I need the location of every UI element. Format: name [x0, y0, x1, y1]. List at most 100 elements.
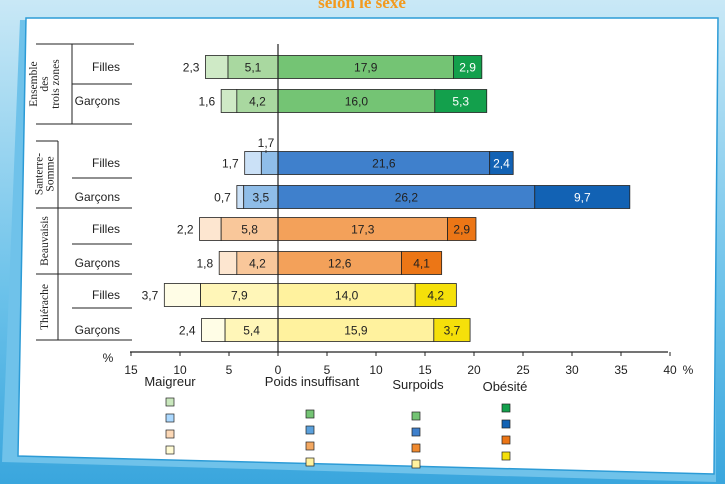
- g2-r1-bar-obesite: [401, 251, 443, 275]
- x-tick-label-7: 20: [467, 363, 481, 377]
- g2-r1-row-label: Garçons: [75, 256, 120, 270]
- g3-r1-row-label: Garçons: [75, 323, 120, 337]
- x-tick-label-1: 10: [173, 363, 187, 377]
- g3-r0-label-obesite: 4,2: [427, 289, 444, 303]
- g2-r1-label-obesite: 4,1: [413, 257, 430, 271]
- legend-swatch-1-1: [305, 425, 315, 435]
- g3-r1-bar-obesite: [433, 318, 471, 342]
- g0-r0-label-obesite: 2,9: [459, 61, 476, 75]
- g1-r1-row-label: Garçons: [75, 190, 120, 204]
- x-tick-label-10: 35: [614, 363, 628, 377]
- g3-r0-label-maigreur: 3,7: [142, 289, 159, 303]
- bar-labels: 2,3 5,1 17,9 2,9 1,6 4,2 16,0 5,3 1,7 21,6 2,4 0,7 3…: [142, 61, 591, 338]
- x-tick-label-4: 5: [324, 363, 331, 377]
- g1-r1-bar-obesite: [534, 185, 631, 209]
- g3-r0-bar-obesite: [414, 283, 457, 307]
- row-labels: Filles Garçons Filles Garçons Filles Garçons F…: [75, 60, 120, 337]
- g1-r0-label-surpoids: 21,6: [372, 157, 396, 171]
- g2-r0-bar-obesite: [447, 217, 477, 241]
- g2-r0-bar-maigreur: [199, 217, 222, 241]
- g2-r0-label-maigreur: 2,2: [177, 223, 194, 237]
- g2-r1-bar-maigreur: [218, 251, 238, 275]
- g2-r0-row-label: Filles: [92, 222, 120, 236]
- chart-card: [2, 17, 719, 482]
- g1-r0-bar-obesite: [489, 151, 514, 175]
- g0-r1-label-obesite: 5,3: [452, 95, 469, 109]
- g1-r1-label-surpoids: 26,2: [395, 191, 419, 205]
- g0-r0-row-label: Filles: [92, 60, 120, 74]
- g3-r0-row-label: Filles: [92, 288, 120, 302]
- legend-swatch-2-1: [411, 427, 421, 437]
- g3-r1-label-surpoids: 15,9: [344, 324, 368, 338]
- g2-r1-label-maigreur: 1,8: [197, 257, 214, 271]
- g2-r0-label-surpoids: 17,3: [351, 223, 375, 237]
- legend-label-1: Poids insuffisant: [265, 374, 360, 389]
- x-tick-label-8: 25: [516, 363, 530, 377]
- g0-r1-label-poids-insuffisant: 4,2: [249, 95, 266, 109]
- g3-r1-bar-maigreur: [201, 318, 226, 342]
- g2-r1-label-poids-insuffisant: 4,2: [249, 257, 266, 271]
- g0-r1-label-maigreur: 1,6: [198, 95, 215, 109]
- g0-r0-label-maigreur: 2,3: [183, 61, 200, 75]
- g0-r0-bar-maigreur: [205, 55, 229, 79]
- legend-swatch-3-2: [501, 435, 511, 445]
- g1-r0-bar-poids-insuffisant: [260, 151, 279, 175]
- x-tick-label-2: 5: [226, 363, 233, 377]
- x-ticks: 15 10 5 0 5 10 15 20 25 30 35 40: [124, 352, 677, 377]
- x-tick-label-6: 15: [418, 363, 432, 377]
- legend-swatch-3-1: [501, 419, 511, 429]
- legend-swatch-0-1: [165, 413, 175, 423]
- g1-r0-bar-maigreur: [244, 151, 262, 175]
- x-unit-left: %: [103, 351, 114, 365]
- bars: [163, 55, 631, 342]
- legend: Maigreur Poids insuffisant Surpoids Obésité: [144, 374, 527, 469]
- legend-swatch-1-3: [305, 457, 315, 467]
- g0-r0-label-poids-insuffisant: 5,1: [245, 61, 262, 75]
- g0-r0-label-surpoids: 17,9: [354, 61, 378, 75]
- x-tick-label-0: 15: [124, 363, 138, 377]
- legend-swatch-0-2: [165, 429, 175, 439]
- legend-swatch-2-0: [411, 411, 421, 421]
- g2-r0-label-obesite: 2,9: [453, 223, 470, 237]
- legend-swatch-1-2: [305, 441, 315, 451]
- g0-r0-bar-obesite: [453, 55, 483, 79]
- legend-swatch-2-3: [411, 459, 421, 469]
- x-tick-label-5: 10: [369, 363, 383, 377]
- group-labels: Ensemble des trois zones Santerre- Somme Beau…: [28, 59, 62, 330]
- legend-swatch-3-3: [501, 451, 511, 461]
- g2-r1-label-surpoids: 12,6: [328, 257, 352, 271]
- g1-group-label-line-0: Santerre-: [34, 153, 46, 195]
- legend-label-2: Surpoids: [392, 377, 444, 392]
- g3-r1-label-maigreur: 2,4: [179, 324, 196, 338]
- label-column-lines: [36, 43, 134, 341]
- g3-group-label-line-0: Thiérache: [39, 284, 51, 330]
- g3-r0-label-surpoids: 14,0: [335, 289, 359, 303]
- g0-r1-label-surpoids: 16,0: [345, 95, 369, 109]
- g0-r1-row-label: Garçons: [75, 94, 120, 108]
- g0-group-label-line-0: Ensemble: [28, 61, 40, 106]
- legend-swatch-3-0: [501, 403, 511, 413]
- g3-r0-bar-maigreur: [163, 283, 201, 307]
- chart-title-fragment: selon le sexe: [318, 0, 406, 12]
- x-tick-label-3: 0: [275, 363, 282, 377]
- g1-r0-label-maigreur: 1,7: [222, 157, 239, 171]
- legend-swatch-0-0: [165, 397, 175, 407]
- g3-r0-label-poids-insuffisant: 7,9: [231, 289, 248, 303]
- g2-r0-label-poids-insuffisant: 5,8: [241, 223, 258, 237]
- g1-r1-bar-maigreur: [236, 185, 245, 209]
- g1-r1-label-obesite: 9,7: [574, 191, 591, 205]
- g2-group-label-line-0: Beauvaisis: [39, 216, 51, 266]
- g0-group-label-line-1: des: [39, 76, 51, 92]
- g1-r1-label-maigreur: 0,7: [214, 191, 231, 205]
- legend-swatch-1-0: [305, 409, 315, 419]
- g1-extra-label: 1,7: [258, 136, 275, 150]
- legend-label-0: Maigreur: [144, 374, 196, 389]
- x-tick-label-9: 30: [565, 363, 579, 377]
- g1-r1-label-poids-insuffisant: 3,5: [253, 191, 270, 205]
- x-tick-label-11: 40: [663, 363, 677, 377]
- g0-r1-bar-obesite: [434, 89, 488, 113]
- g0-r1-bar-maigreur: [220, 89, 238, 113]
- legend-swatch-2-2: [411, 443, 421, 453]
- g1-r0-label-obesite: 2,4: [493, 157, 510, 171]
